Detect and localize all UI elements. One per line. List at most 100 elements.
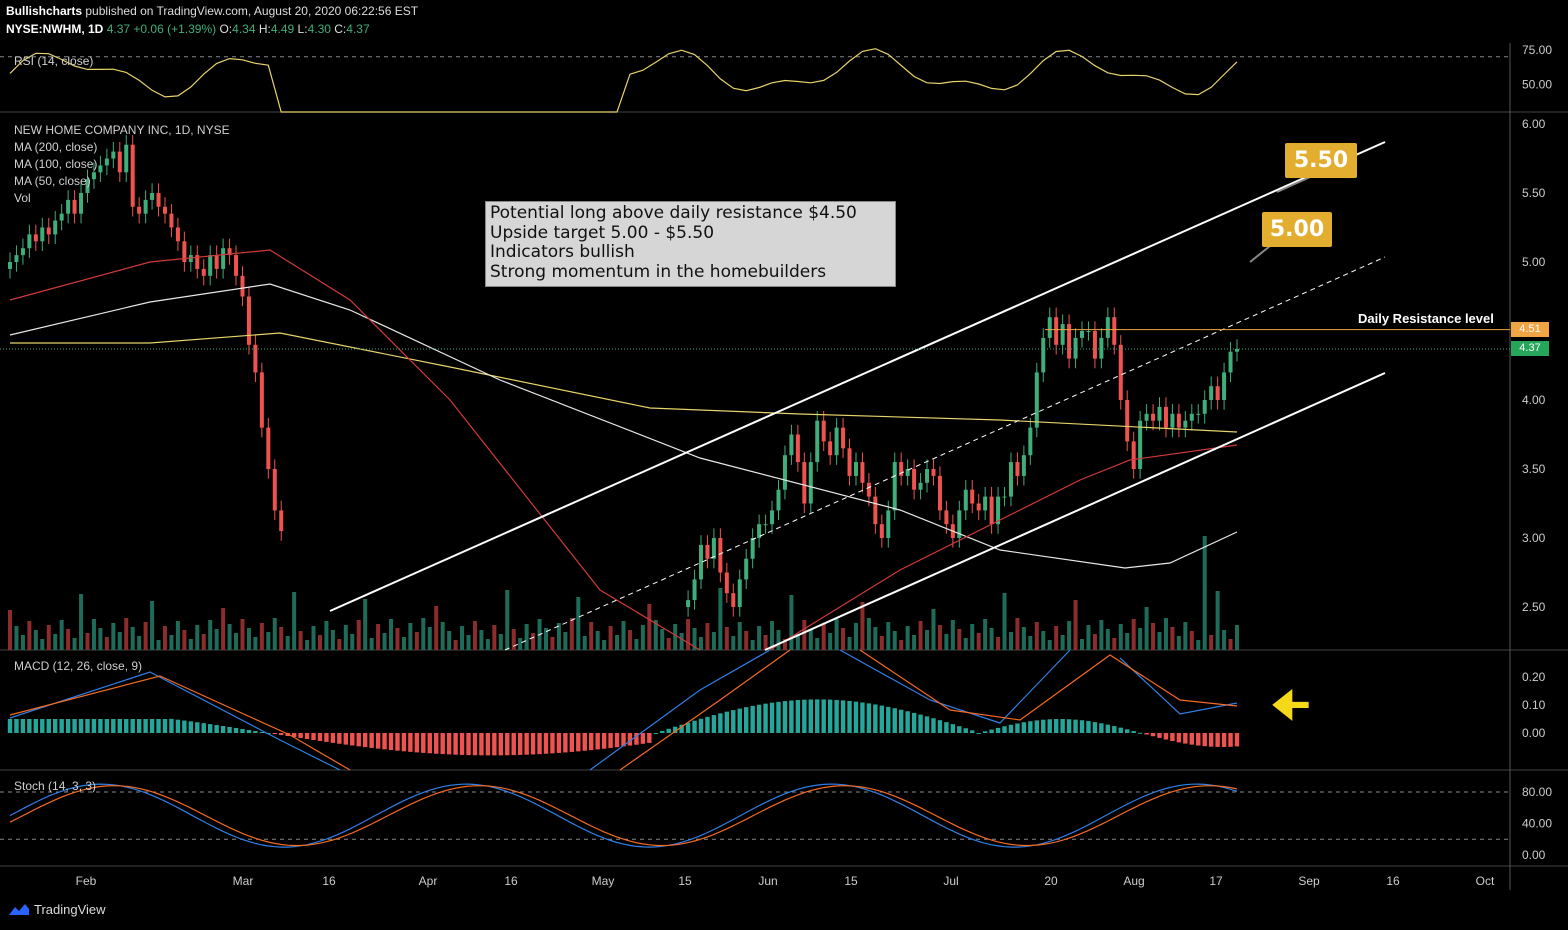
candle-body	[912, 469, 917, 490]
tradingview-logo-icon	[9, 903, 29, 915]
volume-bar	[563, 632, 568, 650]
x-tick-label: 17	[1209, 874, 1223, 888]
volume-bar	[376, 624, 381, 650]
symbol-label[interactable]: NYSE:NWHM, 1D	[6, 22, 104, 36]
volume-bar	[1028, 636, 1033, 650]
macd-histogram-bar	[188, 721, 194, 733]
low-label: L:	[297, 22, 308, 36]
macd-histogram-bar	[524, 733, 529, 755]
macd-histogram-bar	[440, 733, 445, 755]
macd-histogram-bar	[711, 715, 717, 733]
macd-label[interactable]: MACD (12, 26, close, 9)	[14, 659, 143, 673]
volume-bar	[608, 626, 613, 650]
volume-bar	[1125, 633, 1130, 650]
candle-body	[692, 579, 697, 601]
macd-histogram-bar	[175, 719, 181, 733]
macd-histogram-bar	[892, 708, 897, 733]
high-label: H:	[258, 22, 271, 36]
macd-histogram-bar	[1228, 733, 1233, 747]
candle-body	[162, 206, 167, 214]
candle-body	[1041, 337, 1046, 373]
macd-histogram-bar	[601, 733, 607, 749]
volume-bar	[1138, 628, 1143, 650]
analysis-callout[interactable]: Potential long above daily resistance $4…	[485, 201, 896, 287]
author-name[interactable]: Bullishcharts	[6, 4, 83, 18]
macd-histogram-bar	[847, 700, 852, 733]
volume-bar	[292, 592, 297, 650]
volume-bar	[815, 638, 820, 650]
volume-bar	[240, 619, 245, 650]
volume-bar	[98, 628, 103, 650]
legend-ma50[interactable]: MA (50, close)	[14, 174, 91, 188]
macd-histogram-bar	[1053, 719, 1059, 733]
macd-histogram-bar	[1047, 719, 1052, 733]
candle-body	[918, 482, 923, 490]
rsi-label[interactable]: RSI (14, close)	[14, 54, 94, 68]
candle-body	[931, 469, 936, 476]
macd-histogram-bar	[427, 733, 432, 754]
macd-histogram-bar	[375, 733, 381, 749]
macd-histogram-bar	[853, 701, 859, 733]
candle-body	[195, 255, 200, 269]
volume-bar	[434, 606, 439, 650]
volume-bar	[666, 638, 671, 650]
macd-histogram-bar	[776, 701, 781, 733]
volume-bar	[634, 639, 639, 650]
macd-histogram-bar	[1221, 733, 1227, 747]
footer-brand[interactable]: TradingView	[8, 902, 106, 917]
x-tick-label: Jul	[943, 874, 958, 888]
macd-histogram-bar	[563, 733, 568, 753]
candle-body	[279, 510, 284, 532]
legend-title[interactable]: NEW HOME COMPANY INC, 1D, NYSE	[14, 123, 230, 137]
macd-histogram-bar	[782, 701, 788, 733]
volume-bar	[214, 629, 219, 650]
x-tick-label: 16	[504, 874, 518, 888]
volume-bar	[20, 635, 25, 650]
macd-histogram-bar	[685, 722, 691, 733]
volume-bar	[1222, 630, 1227, 650]
macd-histogram-bar	[595, 733, 600, 750]
macd-histogram-bar	[1008, 724, 1014, 733]
volume-bar	[1021, 627, 1026, 650]
legend-vol[interactable]: Vol	[14, 191, 31, 205]
volume-bar	[640, 625, 645, 650]
legend-ma100[interactable]: MA (100, close)	[14, 157, 98, 171]
candle-body	[143, 199, 148, 214]
macd-histogram-bar	[207, 724, 213, 733]
macd-histogram-bar	[408, 733, 413, 752]
volume-bar	[414, 632, 419, 650]
volume-bar	[1183, 622, 1188, 650]
volume-bar	[589, 622, 594, 650]
macd-histogram-bar	[944, 722, 949, 733]
candle-body	[776, 489, 781, 511]
macd-histogram-bar	[660, 730, 665, 733]
candle-body	[996, 496, 1001, 525]
macd-histogram-bar	[860, 702, 865, 733]
legend-ma200[interactable]: MA (200, close)	[14, 140, 98, 154]
candle-body	[272, 469, 277, 511]
macd-histogram-bar	[434, 733, 439, 754]
target-5-00[interactable]: 5.00	[1262, 212, 1332, 247]
callout-line-4: Strong momentum in the homebuilders	[490, 261, 827, 282]
volume-bar	[201, 634, 206, 650]
volume-bar	[350, 634, 355, 650]
candle-body	[253, 344, 258, 373]
macd-histogram-bar	[950, 724, 956, 733]
target-5-50[interactable]: 5.50	[1285, 143, 1357, 178]
macd-histogram-bar	[104, 719, 110, 733]
volume-bar	[892, 631, 897, 650]
volume-bar	[1144, 607, 1149, 650]
macd-histogram-bar	[705, 716, 710, 733]
ma50-line	[9, 249, 701, 651]
macd-histogram-bar	[879, 705, 885, 733]
candle-body	[117, 151, 122, 173]
macd-line	[839, 649, 1071, 724]
candle-body	[66, 199, 71, 214]
macd-histogram-bar	[195, 722, 200, 733]
candle-body	[1196, 413, 1201, 415]
candle-body	[1183, 420, 1188, 428]
stoch-label[interactable]: Stoch (14, 3, 3)	[14, 779, 97, 793]
macd-histogram-bar	[1034, 720, 1040, 733]
volume-bar	[873, 627, 878, 650]
